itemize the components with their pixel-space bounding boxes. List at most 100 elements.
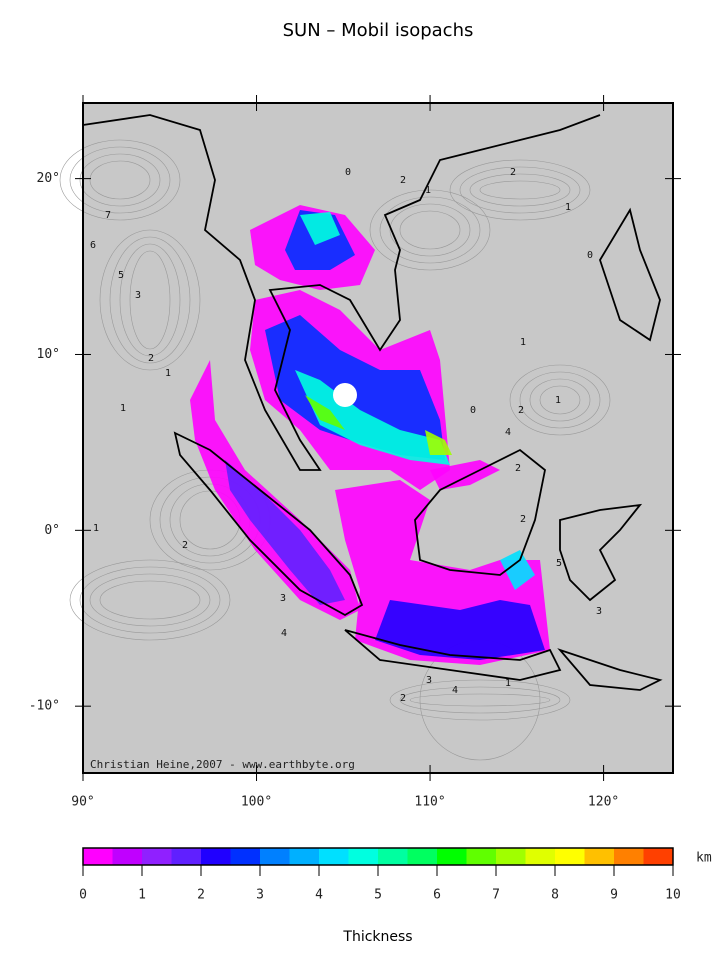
contour-label: 0 — [587, 250, 593, 261]
colorbar-swatch — [466, 848, 497, 865]
coastline — [173, 431, 364, 617]
colorbar-swatch — [348, 848, 379, 865]
contour-line — [79, 153, 161, 207]
colorbar-label: Thickness — [342, 929, 412, 945]
colorbar-swatch — [83, 848, 113, 865]
coastline — [344, 629, 562, 681]
lon-tick-label: 110° — [414, 795, 445, 810]
contour-line — [539, 385, 581, 415]
coastline — [82, 114, 601, 471]
contour-label: 3 — [596, 606, 602, 617]
contour-label: 3 — [426, 675, 432, 686]
contour-label: 4 — [452, 685, 458, 696]
isopach-area — [500, 550, 535, 590]
contour-label: 1 — [555, 395, 561, 406]
contour-line — [379, 196, 481, 264]
coastline — [414, 448, 546, 576]
isopach-area — [430, 460, 500, 490]
isopach-area — [305, 395, 345, 430]
contour-line — [449, 159, 591, 221]
colorbar-tick-label: 4 — [315, 888, 323, 903]
colorbar-swatch — [496, 848, 526, 865]
contour-label: 2 — [148, 353, 154, 364]
colorbar-tick-label: 10 — [665, 888, 681, 903]
contour-label: 0 — [345, 167, 351, 178]
credit-box — [88, 757, 390, 772]
contour-line — [479, 180, 561, 200]
map-frame — [82, 102, 674, 774]
contour-line — [99, 229, 201, 371]
contour-line — [399, 686, 561, 714]
contour-label: 2 — [518, 405, 524, 416]
colorbar-tick-label: 7 — [492, 888, 500, 903]
colorbar-swatch — [201, 848, 231, 865]
colorbar-unit: km — [696, 851, 712, 866]
colorbar-swatch — [437, 848, 467, 865]
lat-tick-label: 10° — [37, 347, 60, 362]
credit: Christian Heine,2007 - www.earthbyte.org — [90, 758, 355, 771]
contour-label: 2 — [400, 175, 406, 186]
contour-line — [109, 236, 191, 364]
contour-line — [519, 371, 601, 429]
colorbar-swatch — [171, 848, 202, 865]
contour-label: 5 — [118, 270, 124, 281]
contour-line — [509, 364, 611, 436]
lat-tick-label: 20° — [37, 171, 60, 186]
data-gap — [333, 383, 357, 407]
contour-label: 3 — [280, 593, 286, 604]
colorbar-swatch — [112, 848, 143, 865]
colorbar-swatch — [555, 848, 585, 865]
lon-tick-label: 120° — [588, 795, 619, 810]
colorbar-tick-label: 3 — [256, 888, 264, 903]
isopach-area — [425, 430, 452, 455]
contour-line — [89, 160, 151, 200]
colorbar-swatch — [289, 848, 320, 865]
isopach-area — [375, 600, 545, 660]
contour-label: 1 — [120, 403, 126, 414]
coastline — [557, 648, 663, 691]
isopach-area — [300, 212, 340, 245]
isopach-area — [265, 315, 445, 460]
contour-line — [69, 559, 231, 641]
contour-label: 1 — [165, 368, 171, 379]
colorbar-swatch — [525, 848, 556, 865]
contour-line — [389, 203, 471, 257]
contour-line — [99, 580, 201, 620]
colorbar-swatch — [230, 848, 261, 865]
contour-label: 2 — [515, 463, 521, 474]
contour-line — [129, 250, 171, 350]
contour-line — [529, 378, 591, 422]
contour-label: 1 — [505, 678, 511, 689]
colorbar-tick-label: 5 — [374, 888, 382, 903]
contour-line — [389, 679, 571, 721]
colorbar-swatch — [142, 848, 172, 865]
colorbar-tick-label: 9 — [610, 888, 618, 903]
contour-label: 2 — [400, 693, 406, 704]
colorbar-swatch — [614, 848, 644, 865]
colorbar-swatch — [407, 848, 438, 865]
contour-line — [469, 173, 571, 207]
title: SUN – Mobil isopachs — [283, 20, 474, 41]
colorbar-swatch — [260, 848, 290, 865]
colorbar-tick-label: 2 — [197, 888, 205, 903]
contour-line — [399, 210, 461, 250]
lon-tick-label: 100° — [241, 795, 272, 810]
contour-label: 1 — [425, 185, 431, 196]
contour-label: 3 — [135, 290, 141, 301]
lat-tick-label: 0° — [44, 523, 60, 538]
contour-label: 4 — [281, 628, 287, 639]
colorbar-swatch — [643, 848, 674, 865]
coastline — [599, 207, 661, 342]
contour-line — [459, 166, 581, 214]
colorbar-swatch — [584, 848, 615, 865]
contour-label: 1 — [520, 337, 526, 348]
contour-label: 6 — [90, 240, 96, 251]
colorbar-swatch — [319, 848, 349, 865]
contour-label: 1 — [565, 202, 571, 213]
coastline — [559, 503, 643, 602]
contour-line — [409, 693, 551, 707]
colorbar-tick-label: 0 — [79, 888, 87, 903]
contour-label: 7 — [105, 210, 111, 221]
